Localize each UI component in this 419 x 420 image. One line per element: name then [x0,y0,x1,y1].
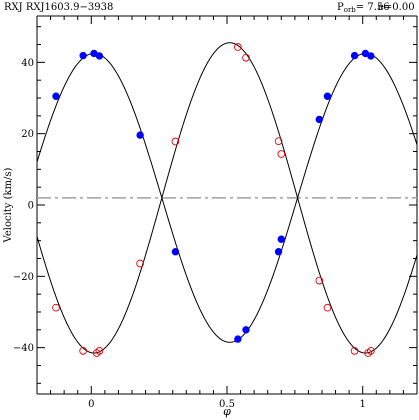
secondary-data-point [274,137,283,146]
period-label-main: P [337,2,344,13]
secondary-data-point [234,43,242,51]
secondary-data-point [171,137,180,146]
secondary-data-point [364,349,372,357]
primary-data-point [277,235,285,243]
primary-data-point [79,51,87,60]
secondary-data-point [79,347,87,355]
primary-data-point [274,248,283,256]
x-tick-label: 0.5 [219,399,235,410]
secondary-data-point [52,303,60,312]
chart-title: RXJ RXJ1603.9−3938 [4,2,113,13]
period-label-subscript: orb [344,6,357,14]
y-tick-label: 40 [21,58,34,69]
y-tick-label: −40 [13,343,34,354]
primary-data-point [171,248,180,256]
primary-data-point [242,326,250,334]
axis-tick-labels: 0 0.5 1 −40 −20 0 20 40 [13,58,366,410]
secondary-data-point [277,150,286,158]
period-label: Porb= 7.56 [337,2,390,14]
primary-data-point [52,92,60,100]
secondary-data-point [92,349,101,357]
y-tick-label: −20 [13,272,34,283]
primary-data-point [95,52,104,60]
eccentricity-label: e=0.00 [378,2,415,13]
period-value: = 7.56 [356,2,390,13]
secondary-data-point [350,347,359,355]
x-tick-label: 1 [360,399,366,410]
primary-data-point [367,52,375,60]
secondary-data-point [242,53,250,62]
primary-data-point [136,131,144,139]
x-axis-label: φ [223,405,231,418]
secondary-data-point [95,347,104,355]
y-axis-label: Velocity (km/s) [3,167,14,243]
axis-ticks [37,16,417,394]
secondary-data-point [315,276,324,285]
y-tick-label: 20 [21,129,34,140]
primary-data-point [315,115,323,124]
secondary-data-point [136,259,144,268]
primary-data-point [234,335,242,343]
x-tick-label: 0 [88,399,94,410]
primary-data-point [323,92,332,100]
secondary-data-point [323,303,332,312]
secondary-data-point [367,347,375,355]
plot-area [36,15,418,395]
y-tick-label: 0 [28,201,34,212]
chart-header: RXJ RXJ1603.9−3938 Porb= 7.56 e=0.00 [4,2,415,14]
primary-data-point [350,51,359,60]
data-points [52,43,375,357]
